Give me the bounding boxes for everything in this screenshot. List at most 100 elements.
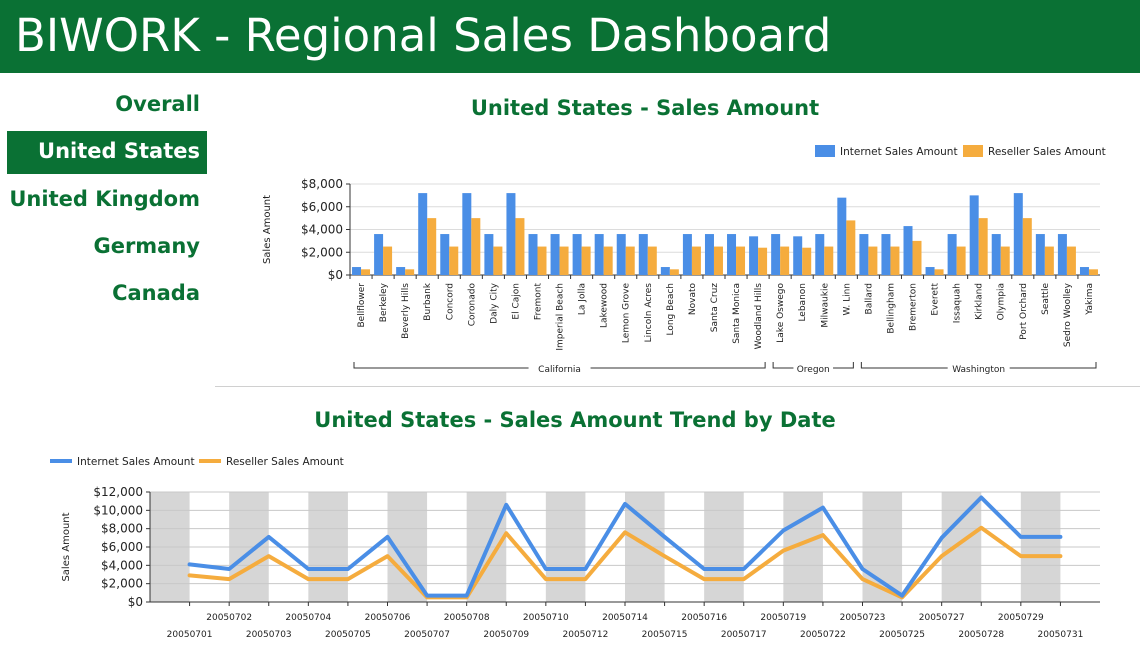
x-tick-label: Novato <box>688 283 698 316</box>
x-tick-label: Imperial Beach <box>556 283 566 351</box>
bar-reseller <box>1022 218 1032 275</box>
x-tick-label: Issaquah <box>953 283 963 323</box>
bar-reseller <box>780 246 790 275</box>
x-tick-label: Long Beach <box>666 283 676 336</box>
nav-item-united-kingdom[interactable]: United Kingdom <box>9 187 200 211</box>
bar-reseller <box>559 246 569 275</box>
bar-internet <box>991 234 1001 275</box>
x-tick-label: Daly City <box>489 282 499 323</box>
x-tick-label: 20050704 <box>285 613 331 623</box>
x-tick-label: 20050703 <box>246 630 292 640</box>
bar-internet <box>925 267 935 275</box>
x-tick-label: 20050728 <box>958 630 1004 640</box>
bar-internet <box>396 267 406 275</box>
x-tick-label: La Jolla <box>578 283 588 315</box>
x-tick-label: 20050714 <box>602 613 648 623</box>
y-tick-label: $6,000 <box>101 540 143 554</box>
x-tick-label: Yakima <box>1085 283 1095 316</box>
bar-reseller <box>1000 246 1010 275</box>
x-tick-label: Seattle <box>1041 283 1051 315</box>
x-tick-label: Lakewood <box>600 283 610 328</box>
bar-reseller <box>713 246 723 275</box>
group-bracket: California <box>353 362 766 375</box>
section-divider <box>215 386 1140 387</box>
bar-internet <box>771 234 781 275</box>
nav-item-canada[interactable]: Canada <box>112 281 200 305</box>
x-tick-label: Sedro Woolley <box>1063 282 1073 347</box>
x-tick-label: Berkeley <box>379 282 389 322</box>
bar-internet <box>815 234 825 275</box>
bar-internet <box>528 234 538 275</box>
group-label: Washington <box>952 365 1005 375</box>
y-tick-label: $4,000 <box>301 223 343 237</box>
x-tick-label: 20050716 <box>681 613 727 623</box>
bar-reseller <box>934 269 944 275</box>
bar-internet <box>374 234 384 275</box>
group-label-bg <box>528 362 591 374</box>
bar-internet <box>1013 193 1023 275</box>
x-tick-label: 20050731 <box>1038 630 1084 640</box>
bar-internet <box>616 234 626 275</box>
x-tick-label: 20050723 <box>840 613 886 623</box>
x-tick-label: Port Orchard <box>1019 283 1029 340</box>
bar-internet <box>903 226 913 275</box>
nav-item-united-states[interactable]: United States <box>7 131 207 174</box>
y-axis-title: Sales Amount <box>262 195 273 264</box>
bar-internet <box>727 234 737 275</box>
x-tick-label: Bellingham <box>886 283 896 334</box>
x-tick-label: 20050727 <box>919 613 965 623</box>
x-tick-label: El Cajon <box>511 283 521 320</box>
bar-reseller <box>868 246 878 275</box>
x-tick-label: Bremerton <box>909 283 919 331</box>
x-tick-label: 20050702 <box>206 613 252 623</box>
y-tick-label: $2,000 <box>301 245 343 259</box>
bar-internet <box>1057 234 1067 275</box>
bar-reseller <box>493 246 503 275</box>
bar-internet <box>594 234 604 275</box>
legend-label: Reseller Sales Amount <box>988 146 1106 158</box>
sales-amount-bar-chart: Internet Sales Amount Reseller Sales Amou… <box>262 145 1106 375</box>
bar-internet <box>704 234 714 275</box>
x-tick-label: Burbank <box>423 282 433 321</box>
x-tick-label: 20050722 <box>800 630 846 640</box>
x-tick-label: 20050710 <box>523 613 569 623</box>
line-chart-title: United States - Sales Amount Trend by Da… <box>314 408 836 432</box>
bar-internet <box>660 267 670 275</box>
bar-reseller <box>537 246 547 275</box>
bar-reseller <box>890 246 900 275</box>
bar-internet <box>1079 267 1089 275</box>
bar-internet <box>638 234 648 275</box>
bar-internet <box>572 234 582 275</box>
nav-item-germany[interactable]: Germany <box>93 234 200 258</box>
group-label-bg <box>793 362 834 374</box>
nav-item-overall[interactable]: Overall <box>115 92 200 116</box>
sales-trend-line-chart: Internet Sales Amount Reseller Sales Amou… <box>50 456 1100 640</box>
legend-swatch <box>815 145 835 157</box>
bar-internet <box>462 193 472 275</box>
x-tick-label: Bellflower <box>357 283 367 328</box>
x-tick-label: 20050709 <box>483 630 529 640</box>
legend-label: Reseller Sales Amount <box>226 456 344 468</box>
y-tick-label: $8,000 <box>101 522 143 536</box>
bar-internet <box>352 267 362 275</box>
bar-reseller <box>736 246 746 275</box>
legend-label: Internet Sales Amount <box>77 456 195 468</box>
group-label-bg <box>947 362 1010 374</box>
x-tick-label: Woodland Hills <box>754 283 764 350</box>
bar-reseller <box>1044 246 1054 275</box>
bar-reseller <box>956 246 966 275</box>
bar-reseller <box>912 240 922 275</box>
x-tick-label: Ballard <box>864 283 874 314</box>
x-tick-label: 20050725 <box>879 630 925 640</box>
bar-reseller <box>669 269 679 275</box>
legend-swatch <box>963 145 983 157</box>
bar-reseller <box>647 246 657 275</box>
x-tick-label: 20050715 <box>642 630 688 640</box>
bar-reseller <box>1066 246 1076 275</box>
bar-chart-title: United States - Sales Amount <box>470 96 820 120</box>
bar-reseller <box>361 269 371 275</box>
x-tick-label: Everett <box>931 283 941 316</box>
bar-internet <box>506 193 516 275</box>
group-bracket: Washington <box>860 362 1097 375</box>
bar-internet <box>837 197 847 275</box>
